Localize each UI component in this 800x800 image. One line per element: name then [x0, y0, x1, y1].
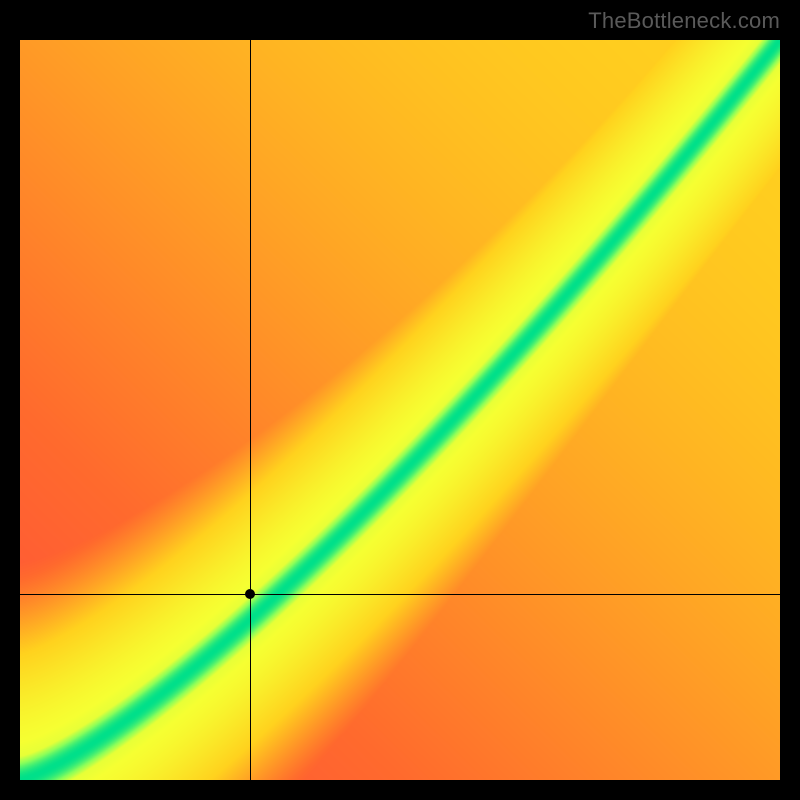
heatmap-canvas: [20, 40, 780, 780]
crosshair-marker-dot: [245, 589, 255, 599]
plot-area: [20, 40, 780, 780]
crosshair-vertical: [250, 40, 251, 780]
watermark-text: TheBottleneck.com: [588, 8, 780, 34]
crosshair-horizontal: [20, 594, 780, 595]
page-root: TheBottleneck.com: [0, 0, 800, 800]
